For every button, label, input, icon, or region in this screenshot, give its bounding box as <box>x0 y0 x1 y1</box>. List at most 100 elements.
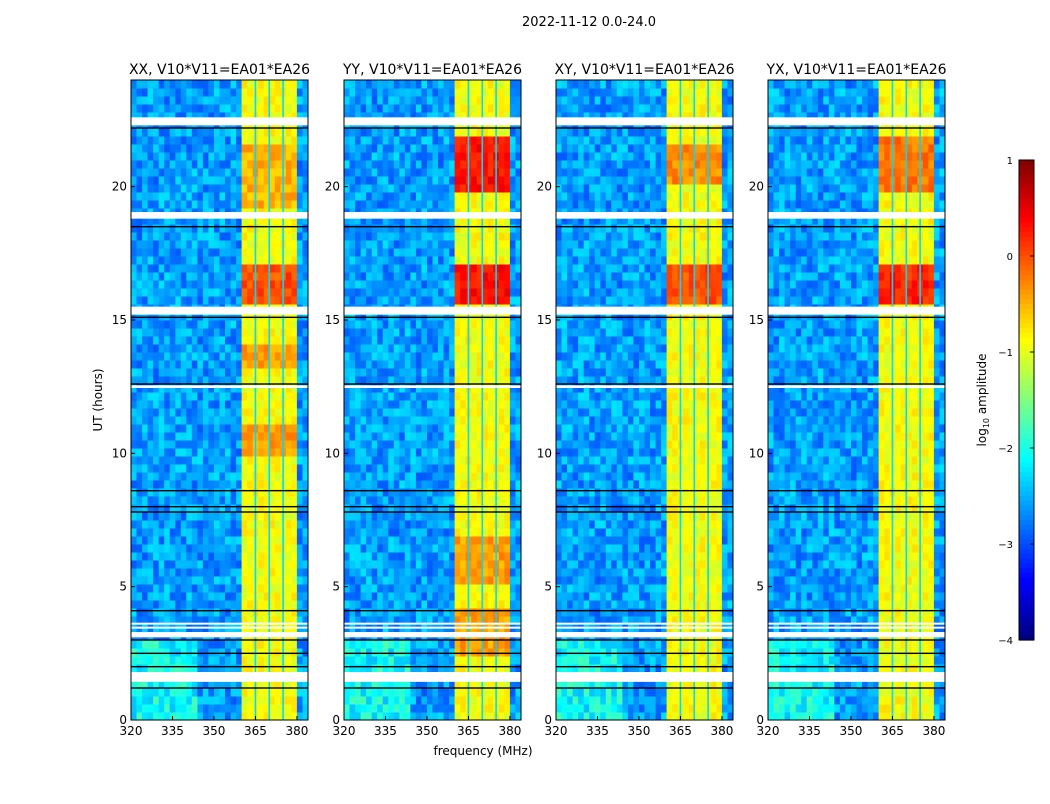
heatmap-cell <box>471 184 477 193</box>
heatmap-cell <box>208 328 214 337</box>
heatmap-cell <box>153 104 159 113</box>
heatmap-cell <box>433 472 439 481</box>
heatmap-cell <box>377 256 383 265</box>
heatmap-cell <box>488 536 494 545</box>
heatmap-cell <box>449 352 455 361</box>
heatmap-cell <box>399 192 405 201</box>
heatmap-cell <box>192 512 198 521</box>
heatmap-cell <box>444 608 450 617</box>
heatmap-cell <box>460 440 466 449</box>
heatmap-cell <box>297 360 303 369</box>
heatmap-cell <box>197 336 203 345</box>
heatmap-cell <box>225 288 231 297</box>
heatmap-cell <box>142 296 148 305</box>
heatmap-cell <box>421 240 427 249</box>
heatmap-cell <box>203 664 209 673</box>
heatmap-cell <box>344 432 350 441</box>
heatmap-cell <box>269 368 275 377</box>
heatmap-cell <box>455 504 461 513</box>
heatmap-cell <box>208 344 214 353</box>
heatmap-cell <box>170 280 176 289</box>
heatmap-cell <box>482 456 488 465</box>
heatmap-cell <box>361 640 367 649</box>
heatmap-cell <box>275 96 281 105</box>
heatmap-cell <box>377 608 383 617</box>
heatmap-cell <box>377 352 383 361</box>
heatmap-cell <box>488 392 494 401</box>
heatmap-cell <box>427 424 433 433</box>
heatmap-cell <box>510 168 516 177</box>
heatmap-cell <box>297 464 303 473</box>
heatmap-cell <box>410 552 416 561</box>
heatmap-cell <box>192 688 198 697</box>
heatmap-cell <box>142 360 148 369</box>
heatmap-cell <box>499 288 505 297</box>
heatmap-cell <box>372 696 378 705</box>
heatmap-cell <box>504 408 510 417</box>
heatmap-cell <box>416 192 422 201</box>
heatmap-cell <box>355 592 361 601</box>
heatmap-cell <box>236 264 242 273</box>
heatmap-cell <box>153 248 159 257</box>
heatmap-cell <box>181 704 187 713</box>
heatmap-cell <box>350 584 356 593</box>
heatmap-cell <box>286 408 292 417</box>
heatmap-cell <box>181 648 187 657</box>
heatmap-cell <box>488 480 494 489</box>
heatmap-cell <box>291 456 297 465</box>
heatmap-cell <box>433 536 439 545</box>
heatmap-cell <box>247 232 253 241</box>
heatmap-cell <box>269 552 275 561</box>
heatmap-cell <box>499 432 505 441</box>
flagged-range <box>131 672 308 682</box>
heatmap-cell <box>361 328 367 337</box>
heatmap-cell <box>449 584 455 593</box>
heatmap-cell <box>186 272 192 281</box>
heatmap-cell <box>410 592 416 601</box>
heatmap-cell <box>361 224 367 233</box>
heatmap-cell <box>372 504 378 513</box>
heatmap-cell <box>361 464 367 473</box>
heatmap-cell <box>286 544 292 553</box>
heatmap-cell <box>148 504 154 513</box>
heatmap-cell <box>427 696 433 705</box>
heatmap-cell <box>471 664 477 673</box>
heatmap-cell <box>388 440 394 449</box>
heatmap-cell <box>421 656 427 665</box>
heatmap-cell <box>275 568 281 577</box>
heatmap-cell <box>410 400 416 409</box>
heatmap-cell <box>297 256 303 265</box>
heatmap-cell <box>137 664 143 673</box>
heatmap-cell <box>197 528 203 537</box>
heatmap-cell <box>394 256 400 265</box>
heatmap-cell <box>366 592 372 601</box>
heatmap-cell <box>197 488 203 497</box>
heatmap-cell <box>421 528 427 537</box>
heatmap-cell <box>510 224 516 233</box>
heatmap-cell <box>427 280 433 289</box>
heatmap-cell <box>399 440 405 449</box>
heatmap-cell <box>181 592 187 601</box>
heatmap-cell <box>131 456 137 465</box>
heatmap-cell <box>203 472 209 481</box>
heatmap-cell <box>355 200 361 209</box>
heatmap-cell <box>383 600 389 609</box>
heatmap-cell <box>433 584 439 593</box>
heatmap-cell <box>444 368 450 377</box>
heatmap-cell <box>220 600 226 609</box>
heatmap-cell <box>383 368 389 377</box>
heatmap-cell <box>231 656 237 665</box>
heatmap-cell <box>170 496 176 505</box>
heatmap-cell <box>355 440 361 449</box>
heatmap-cell <box>214 384 220 393</box>
heatmap-cell <box>383 384 389 393</box>
heatmap-cell <box>220 480 226 489</box>
heatmap-cell <box>416 272 422 281</box>
heatmap-cell <box>471 456 477 465</box>
heatmap-cell <box>394 544 400 553</box>
heatmap-cell <box>247 176 253 185</box>
heatmap-cell <box>510 280 516 289</box>
heatmap-cell <box>137 464 143 473</box>
heatmap-cell <box>421 488 427 497</box>
heatmap-cell <box>225 280 231 289</box>
